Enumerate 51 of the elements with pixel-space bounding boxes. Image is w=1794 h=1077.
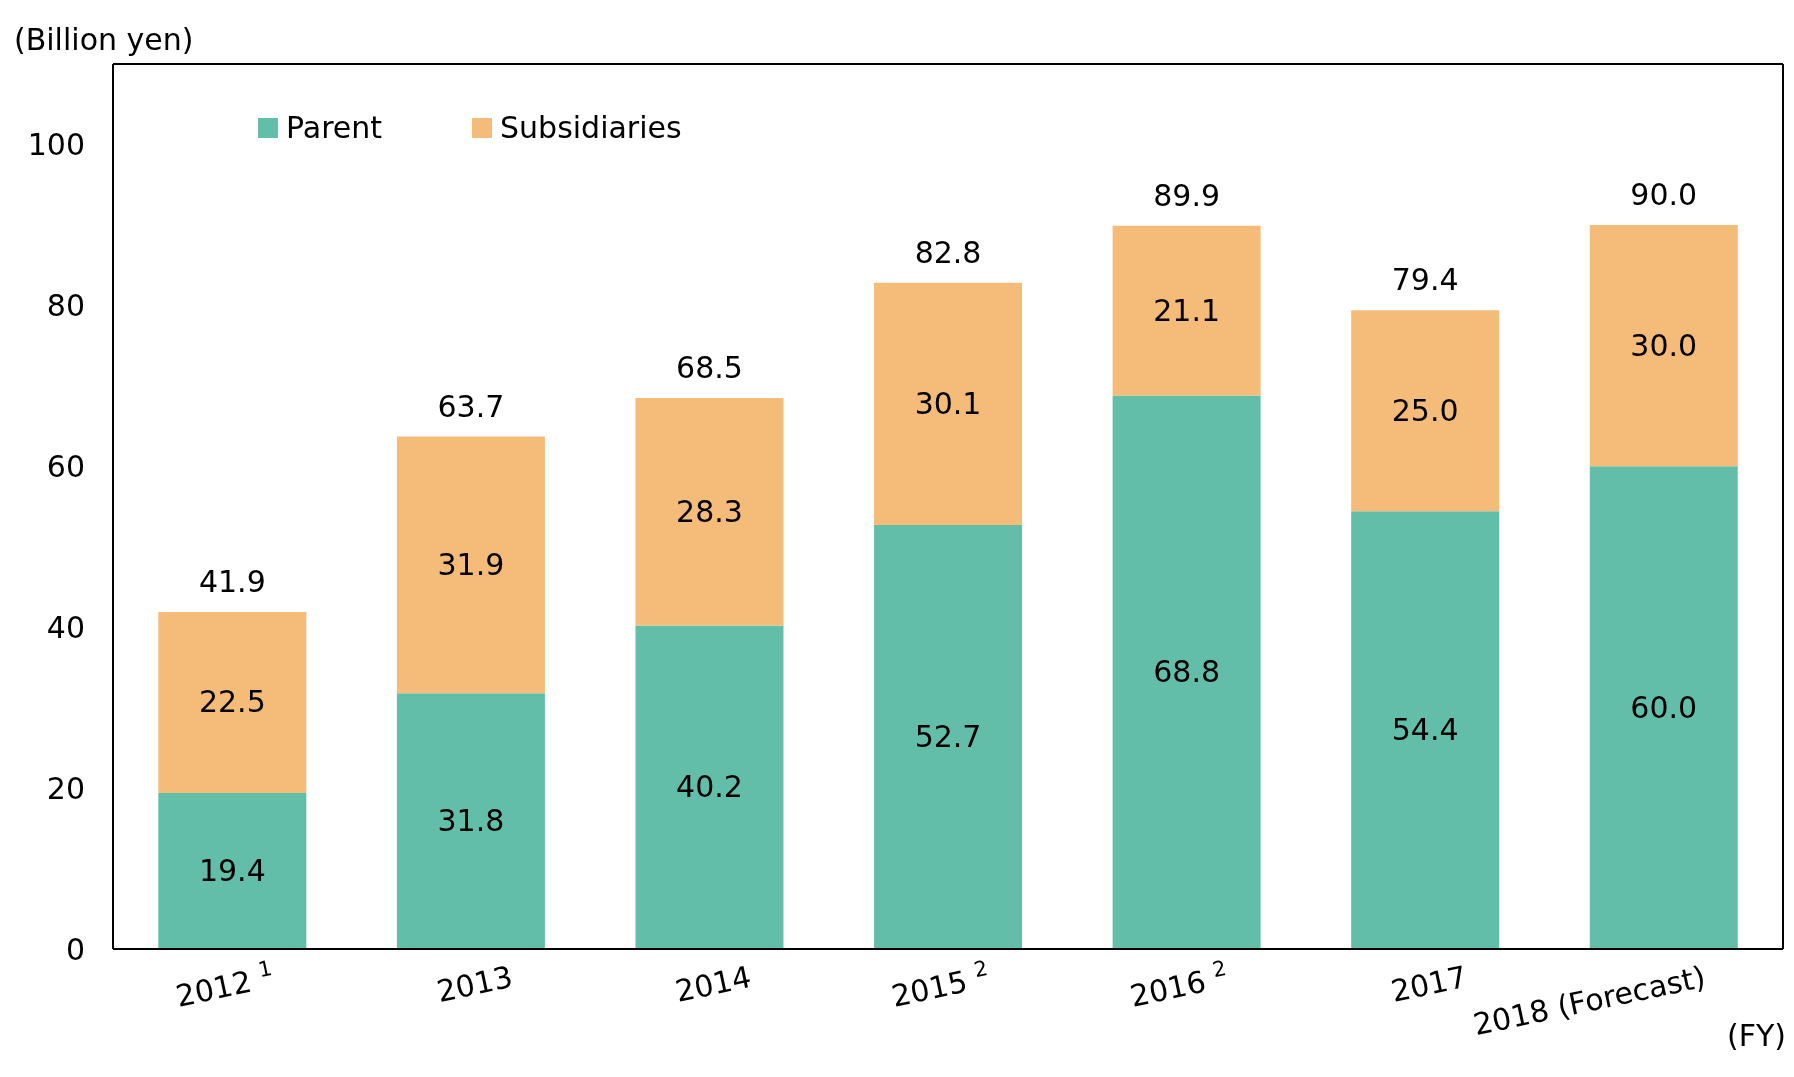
y-tick-label: 20 — [46, 770, 85, 806]
bar — [1589, 466, 1738, 949]
data-label: 68.8 — [1153, 654, 1221, 690]
bar — [396, 436, 545, 694]
data-label: 52.7 — [914, 719, 982, 754]
total-label: 41.9 — [198, 563, 266, 599]
y-tick-label: 80 — [46, 288, 85, 324]
bar — [635, 625, 784, 949]
data-label: 40.2 — [676, 769, 743, 805]
y-tick-label: 100 — [27, 127, 85, 163]
data-label: 21.1 — [1153, 292, 1221, 328]
total-label: 79.4 — [1391, 262, 1459, 298]
y-axis-title: (Billion yen) — [14, 22, 194, 57]
bar — [396, 693, 545, 949]
total-label: 90.0 — [1630, 176, 1698, 212]
total-label: 89.9 — [1153, 177, 1221, 213]
data-label: 28.3 — [676, 493, 743, 529]
bar — [1351, 310, 1500, 512]
data-label: 30.0 — [1630, 327, 1698, 363]
bar — [1112, 225, 1261, 396]
x-tick-label: 2016 $^{2}$ — [1126, 955, 1229, 1014]
bar — [1112, 395, 1261, 949]
y-tick-label: 40 — [46, 609, 85, 645]
bar — [158, 792, 307, 949]
bar — [1351, 511, 1500, 949]
legend-label: Parent — [286, 110, 383, 145]
bar — [635, 397, 784, 626]
y-tick-label: 0 — [65, 931, 85, 967]
data-label: 22.5 — [198, 684, 266, 720]
x-tick-label: 2014 — [672, 958, 755, 1009]
data-label: 60.0 — [1630, 689, 1698, 725]
x-tick-label: 2015 $^{2}$ — [888, 955, 990, 1014]
x-tick-label: 2012 $^{1}$ — [172, 955, 275, 1014]
bar — [874, 525, 1023, 949]
bar — [158, 611, 307, 793]
data-label: 25.0 — [1391, 392, 1459, 428]
legend-label: Subsidiaries — [500, 110, 682, 145]
x-axis-title: (FY) — [1727, 1018, 1786, 1053]
bar — [874, 282, 1023, 525]
data-label: 19.4 — [198, 852, 266, 888]
bar — [1589, 224, 1738, 467]
data-label: 31.8 — [437, 803, 505, 839]
total-label: 63.7 — [437, 388, 505, 424]
total-label: 82.8 — [914, 234, 982, 270]
x-tick-label: 2017 — [1387, 958, 1470, 1009]
total-label: 68.5 — [676, 349, 743, 385]
data-label: 31.9 — [437, 546, 505, 582]
data-label: 54.4 — [1391, 712, 1459, 748]
y-tick-label: 60 — [46, 448, 85, 484]
data-label: 30.1 — [914, 385, 982, 421]
x-tick-label: 2013 — [433, 958, 516, 1009]
